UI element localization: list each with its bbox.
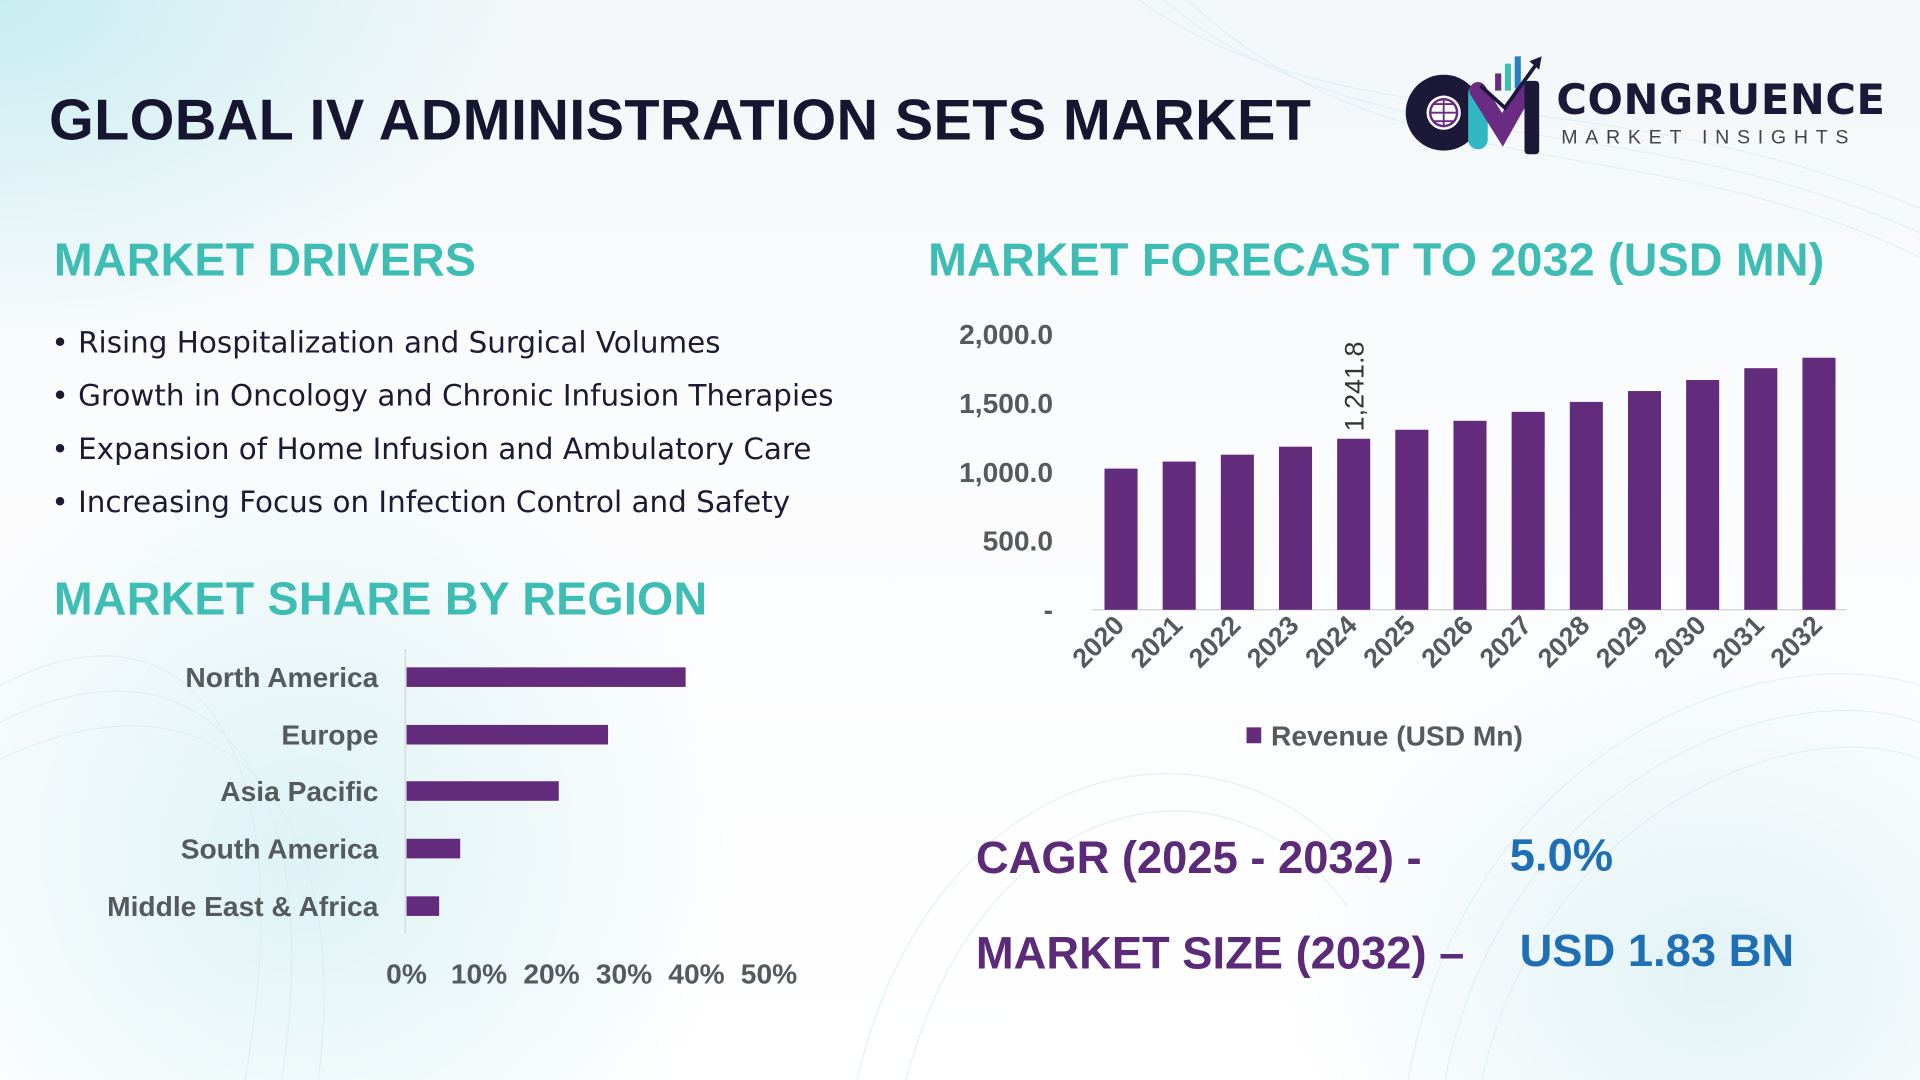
x-tick-label: 2031 bbox=[1706, 610, 1770, 674]
forecast-bar-2021 bbox=[1162, 461, 1196, 610]
forecast-bar-2020 bbox=[1104, 468, 1138, 610]
x-tick-label: 2029 bbox=[1590, 610, 1654, 674]
x-tick-label: 2030 bbox=[1648, 610, 1712, 674]
market-size-label: MARKET SIZE (2032) – bbox=[975, 928, 1465, 979]
region-label: Asia Pacific bbox=[220, 776, 378, 807]
x-tick-label: 10% bbox=[451, 958, 507, 989]
logo-tagline: MARKET INSIGHTS bbox=[1561, 127, 1857, 149]
y-tick-label: - bbox=[1044, 595, 1053, 626]
region-label: North America bbox=[185, 662, 378, 693]
y-tick-label: 2,000.0 bbox=[959, 319, 1053, 350]
x-tick-label: 2021 bbox=[1125, 610, 1189, 674]
forecast-bar-2026 bbox=[1453, 420, 1487, 610]
forecast-bar-2032 bbox=[1802, 357, 1836, 610]
x-tick-label: 2026 bbox=[1416, 610, 1480, 674]
driver-text: Increasing Focus on Infection Control an… bbox=[78, 484, 791, 520]
legend-label: Revenue (USD Mn) bbox=[1271, 721, 1523, 752]
forecast-bar-2022 bbox=[1220, 454, 1254, 610]
x-tick-label: 2024 bbox=[1299, 610, 1363, 674]
legend-swatch bbox=[1246, 727, 1262, 744]
cagr-value: 5.0% bbox=[1509, 830, 1614, 881]
x-tick-label: 50% bbox=[741, 958, 797, 989]
logo-icon bbox=[1405, 56, 1542, 155]
data-label: 1,241.8 bbox=[1339, 342, 1369, 432]
region-bar-middle-east-africa bbox=[406, 896, 440, 916]
forecast-bar-2030 bbox=[1686, 380, 1720, 610]
region-bar-europe bbox=[406, 724, 609, 745]
driver-text: Growth in Oncology and Chronic Infusion … bbox=[78, 378, 834, 413]
forecast-bar-2025 bbox=[1395, 429, 1429, 610]
driver-item: • Rising Hospitalization and Surgical Vo… bbox=[51, 325, 721, 361]
x-tick-label: 40% bbox=[668, 958, 724, 989]
forecast-bar-2029 bbox=[1627, 391, 1662, 610]
forecast-bar-2031 bbox=[1744, 368, 1778, 610]
region-heading: MARKET SHARE BY REGION bbox=[53, 574, 708, 626]
region-label: South America bbox=[181, 833, 379, 864]
y-tick-label: 500.0 bbox=[983, 526, 1053, 557]
x-tick-label: 2028 bbox=[1532, 610, 1596, 674]
forecast-bar-2027 bbox=[1511, 411, 1545, 610]
forecast-heading: MARKET FORECAST TO 2032 (USD MN) bbox=[928, 235, 1825, 287]
logo: CONGRUENCE MARKET INSIGHTS bbox=[1402, 54, 1885, 157]
region-label: Europe bbox=[281, 719, 378, 750]
x-tick-label: 2032 bbox=[1765, 610, 1829, 674]
cagr-label: CAGR (2025 - 2032) - bbox=[975, 832, 1422, 883]
region-bar-south-america bbox=[406, 838, 461, 859]
logo-name: CONGRUENCE bbox=[1556, 75, 1886, 125]
y-tick-label: 1,500.0 bbox=[959, 388, 1053, 419]
region-bar-north-america bbox=[406, 667, 686, 687]
region-bar-asia-pacific bbox=[406, 781, 559, 801]
x-tick-label: 2025 bbox=[1357, 610, 1421, 674]
x-tick-label: 2027 bbox=[1474, 610, 1538, 674]
x-tick-label: 2020 bbox=[1067, 610, 1131, 674]
x-tick-label: 20% bbox=[523, 958, 579, 989]
market-size-value: USD 1.83 BN bbox=[1519, 925, 1795, 976]
x-tick-label: 2023 bbox=[1241, 610, 1305, 674]
forecast-bar-2024 bbox=[1337, 438, 1371, 610]
x-tick-label: 0% bbox=[386, 958, 427, 989]
driver-text: Rising Hospitalization and Surgical Volu… bbox=[78, 325, 721, 361]
driver-item: • Increasing Focus on Infection Control … bbox=[51, 484, 791, 520]
driver-item: • Growth in Oncology and Chronic Infusio… bbox=[51, 378, 834, 413]
driver-text: Expansion of Home Infusion and Ambulator… bbox=[78, 432, 812, 467]
driver-item: • Expansion of Home Infusion and Ambulat… bbox=[51, 432, 812, 467]
drivers-heading: MARKET DRIVERS bbox=[53, 235, 477, 287]
forecast-bar-2023 bbox=[1278, 446, 1313, 610]
x-tick-label: 2022 bbox=[1183, 610, 1247, 674]
forecast-bar-2028 bbox=[1569, 401, 1603, 610]
region-label: Middle East & Africa bbox=[107, 891, 379, 922]
y-tick-label: 1,000.0 bbox=[959, 457, 1053, 488]
x-tick-label: 30% bbox=[596, 958, 652, 989]
page-title: GLOBAL IV ADMINISTRATION SETS MARKET bbox=[48, 86, 1312, 152]
